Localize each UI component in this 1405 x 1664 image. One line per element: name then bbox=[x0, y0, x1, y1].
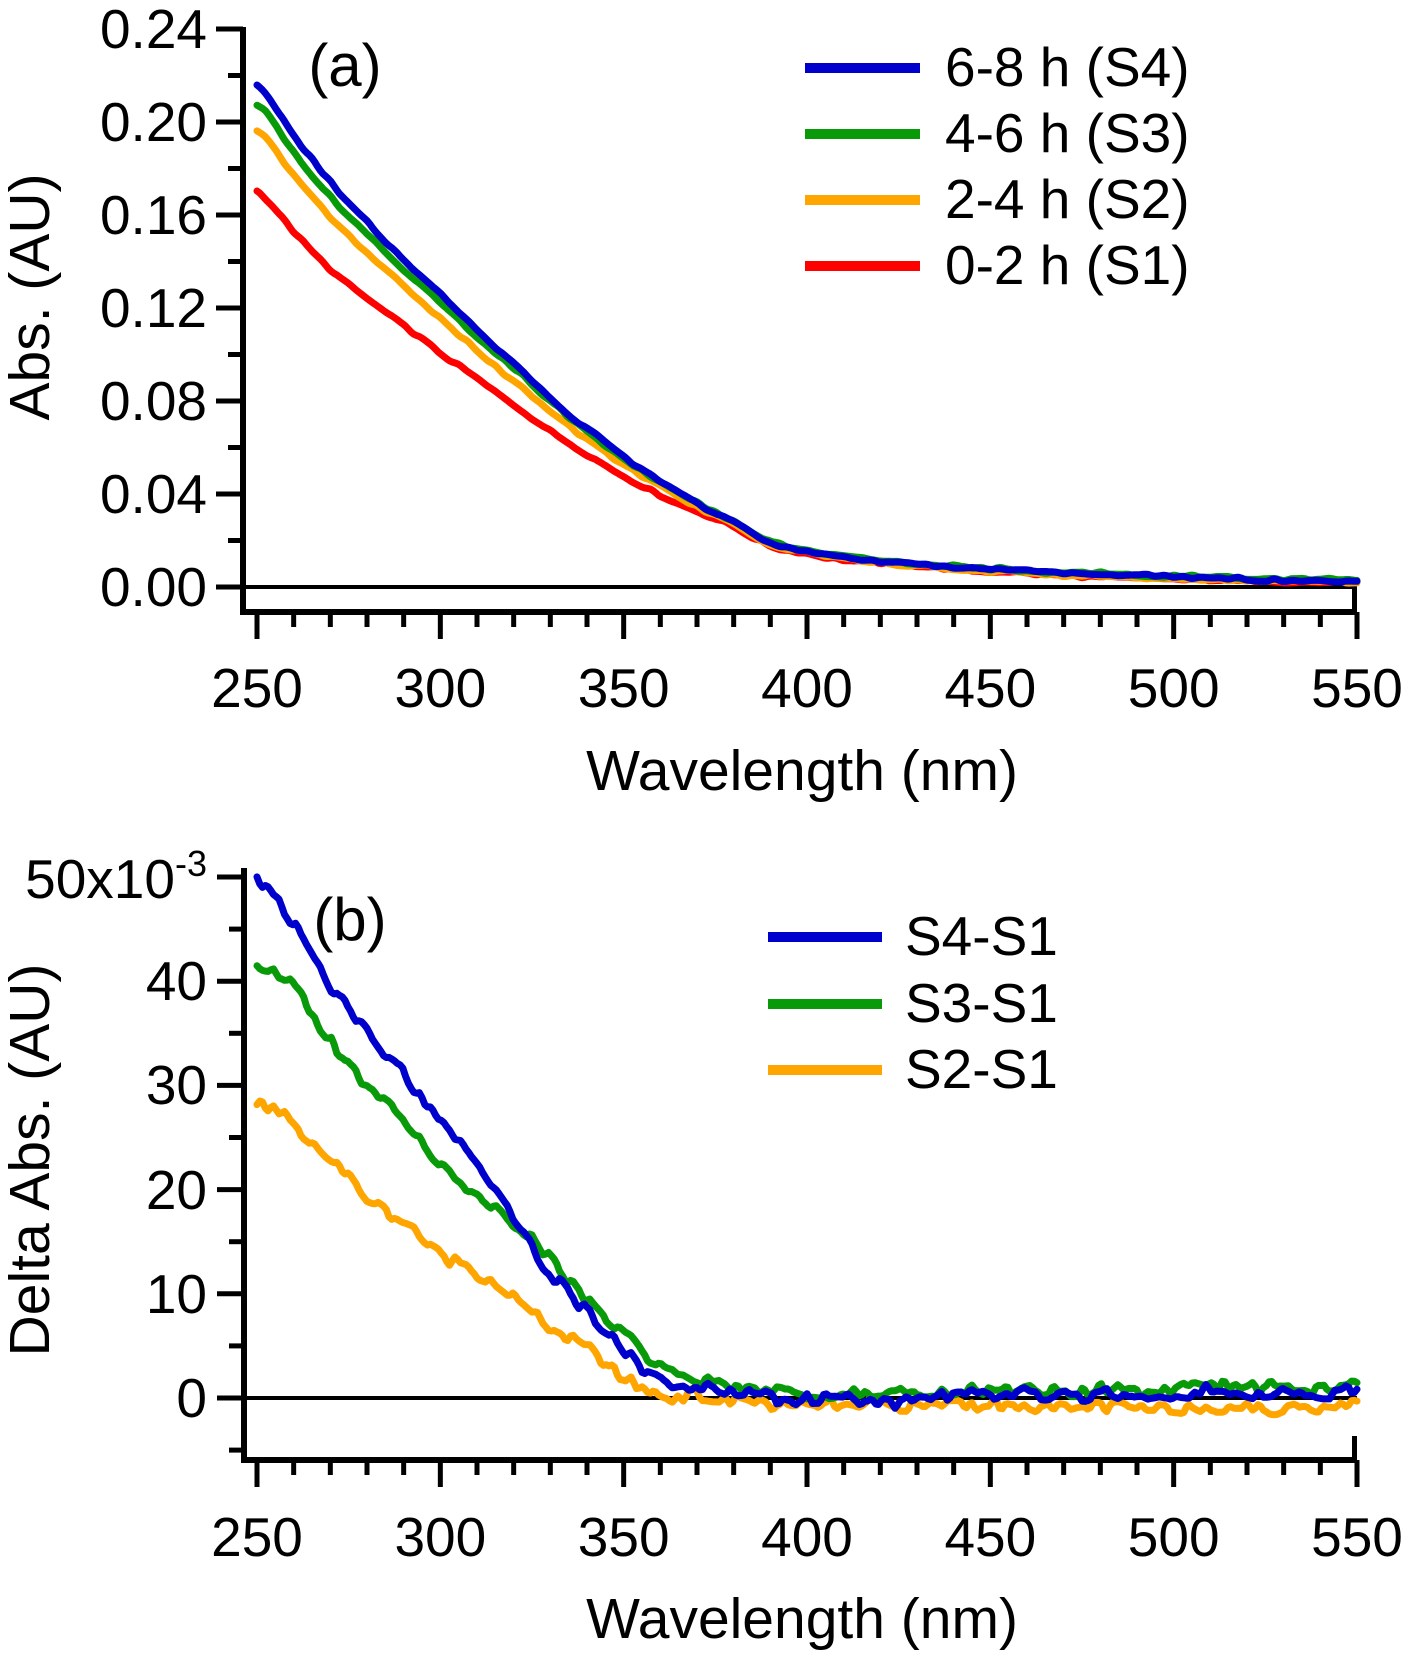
legend-swatch bbox=[805, 195, 920, 205]
panel-b-y-axis-title: Delta Abs. (AU) bbox=[0, 963, 62, 1357]
y-tick-label: 10 bbox=[145, 1262, 207, 1325]
y-tick-label: 20 bbox=[145, 1158, 207, 1221]
x-tick-label: 400 bbox=[761, 657, 853, 719]
x-tick-label: 500 bbox=[1127, 1506, 1220, 1568]
x-tick-label: 500 bbox=[1127, 657, 1220, 719]
x-tick-label: 400 bbox=[761, 1506, 853, 1568]
series-6-8 h (S4) bbox=[253, 81, 1361, 586]
y-tick-label: 0.24 bbox=[99, 0, 207, 60]
legend-label: 0-2 h (S1) bbox=[945, 234, 1190, 296]
legend-swatch bbox=[768, 932, 882, 942]
panel-a-axes bbox=[216, 26, 1360, 639]
y-tick-label: 0.08 bbox=[99, 370, 207, 432]
y-tick-label: 0.00 bbox=[99, 556, 207, 618]
y-tick-label: 0 bbox=[176, 1367, 207, 1429]
x-tick-label: 300 bbox=[394, 657, 487, 719]
x-tick-label: 350 bbox=[577, 1506, 670, 1568]
legend-swatch bbox=[805, 261, 920, 271]
legend-label: 4-6 h (S3) bbox=[945, 102, 1190, 164]
y-tick-label: 40 bbox=[145, 950, 207, 1013]
legend-swatch bbox=[768, 998, 882, 1009]
top-tick-mantissa: 50x10 bbox=[25, 848, 175, 910]
y-tick-label: 30 bbox=[145, 1054, 207, 1117]
panel-a-curves bbox=[253, 81, 1361, 587]
panel-b-curves bbox=[253, 873, 1361, 1419]
legend-label: S4-S1 bbox=[905, 905, 1058, 967]
x-tick-label: 250 bbox=[211, 657, 303, 719]
y-tick-label: 0.12 bbox=[99, 277, 207, 339]
x-tick-label: 550 bbox=[1311, 1506, 1403, 1568]
panel-b-top-tick-label: 50x10-3 bbox=[0, 843, 207, 913]
y-tick-label: 0.20 bbox=[99, 91, 207, 153]
panel-b-axes bbox=[217, 868, 1360, 1487]
x-tick-label: 350 bbox=[577, 657, 670, 719]
x-tick-label: 450 bbox=[944, 1506, 1037, 1568]
series-0-2 h (S1) bbox=[253, 187, 1361, 587]
series-S4-S1 bbox=[253, 873, 1361, 1412]
y-tick-label: 0.16 bbox=[99, 184, 207, 246]
panel-a-label: (a) bbox=[308, 32, 382, 99]
x-tick-label: 250 bbox=[211, 1506, 303, 1568]
y-tick-label: 0.04 bbox=[99, 463, 207, 525]
x-tick-label: 450 bbox=[944, 657, 1037, 719]
legend-swatch bbox=[768, 1065, 882, 1075]
legend-label: S3-S1 bbox=[905, 971, 1058, 1034]
legend-label: S2-S1 bbox=[905, 1038, 1058, 1100]
series-4-6 h (S3) bbox=[253, 101, 1361, 584]
panel-b-x-axis-title: Wavelength (nm) bbox=[586, 1587, 1018, 1651]
x-tick-label: 550 bbox=[1311, 657, 1403, 719]
panel-a-x-axis-title: Wavelength (nm) bbox=[586, 739, 1018, 803]
legend-swatch bbox=[805, 63, 920, 73]
legend-label: 2-4 h (S2) bbox=[945, 168, 1190, 230]
legend-label: 6-8 h (S4) bbox=[945, 36, 1190, 98]
x-tick-label: 300 bbox=[394, 1506, 487, 1568]
series-S2-S1 bbox=[253, 1097, 1361, 1419]
series-S3-S1 bbox=[253, 962, 1361, 1403]
top-tick-exponent: -3 bbox=[174, 843, 207, 884]
panel-b-label: (b) bbox=[313, 886, 387, 953]
legend-swatch bbox=[805, 129, 920, 139]
